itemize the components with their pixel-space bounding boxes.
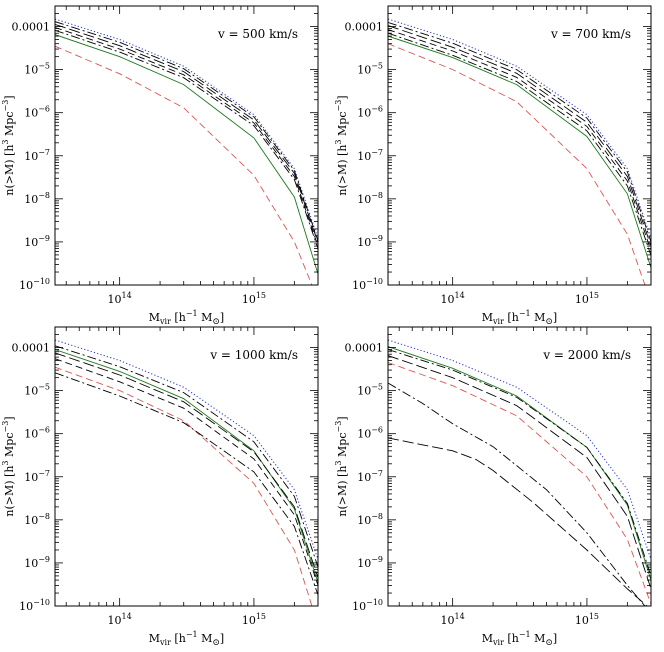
y-tick-label: 0.0001 <box>345 342 384 355</box>
panel-annotation: v = 1000 km/s <box>209 348 298 362</box>
x-tick-label: 1015 <box>242 291 266 306</box>
panel-3-series-3-line <box>55 349 318 583</box>
panel-2-series-5-line <box>388 32 651 256</box>
panel-2-series-4-line <box>388 29 651 251</box>
y-tick-label: 10−10 <box>352 277 383 292</box>
panel-annotation: v = 500 km/s <box>217 27 298 41</box>
x-tick-label: 1015 <box>575 612 599 627</box>
panel-2-series-7-line <box>388 43 646 285</box>
y-axis-label: n(>M) [h3 Mpc−3] <box>1 416 16 516</box>
panel-2-frame <box>387 5 652 286</box>
y-tick-label: 10−8 <box>24 191 50 206</box>
y-tick-label: 0.0001 <box>345 21 384 34</box>
y-tick-label: 10−5 <box>357 62 383 77</box>
y-tick-label: 10−5 <box>24 383 50 398</box>
panel-3-series-1-line <box>55 339 318 560</box>
x-tick-label: 1014 <box>108 612 132 627</box>
panel-4-series-4-line <box>388 355 651 590</box>
panel-2: 1014 1015 0.0001 10−5 10−6 10−7 10−8 10−9 10−10 M… <box>334 5 652 327</box>
y-tick-label: 10−6 <box>357 426 383 441</box>
y-axis-label: n(>M) [h3 Mpc−3] <box>334 95 349 195</box>
panel-4: 1014 1015 0.0001 10−5 10−6 10−7 10−8 10−9 10−10 M… <box>334 326 652 648</box>
y-tick-label: 10−9 <box>24 234 50 249</box>
x-tick-label: 1014 <box>108 291 132 306</box>
x-axis-label: Mvir [h−1 M⊙] <box>149 630 224 648</box>
y-tick-label: 10−7 <box>24 469 50 484</box>
panel-3-series-2-line <box>55 345 318 568</box>
y-axis-label: n(>M) [h3 Mpc−3] <box>334 416 349 516</box>
panel-1-series-5-line <box>55 29 318 249</box>
panel-3-series-7-line <box>55 372 318 596</box>
panel-2-series-1-line <box>388 18 651 239</box>
panel-4-series-6-line <box>388 382 646 606</box>
panel-2-series-6-line <box>388 35 651 269</box>
panel-1-frame <box>54 5 319 286</box>
y-tick-label: 10−6 <box>24 105 50 120</box>
y-tick-label: 10−10 <box>19 277 50 292</box>
panel-3-series-5-line <box>55 358 318 586</box>
y-tick-label: 10−9 <box>357 234 383 249</box>
y-tick-label: 0.0001 <box>12 21 51 34</box>
x-tick-label: 1014 <box>441 612 465 627</box>
x-axis-label: Mvir [h−1 M⊙] <box>482 630 557 648</box>
panel-3-frame <box>54 326 319 607</box>
y-tick-label: 10−5 <box>357 383 383 398</box>
panel-1-series-2-line <box>55 21 318 242</box>
y-tick-label: 10−7 <box>24 148 50 163</box>
y-tick-label: 10−6 <box>24 426 50 441</box>
x-tick-label: 1015 <box>242 612 266 627</box>
y-tick-label: 10−6 <box>357 105 383 120</box>
y-tick-label: 10−5 <box>24 62 50 77</box>
panel-3-series-4-line <box>55 352 318 579</box>
y-tick-label: 10−9 <box>357 555 383 570</box>
panel-1-series-6-line <box>55 34 318 275</box>
x-tick-label: 1014 <box>441 291 465 306</box>
y-tick-label: 10−7 <box>357 469 383 484</box>
panel-1-series-7-line <box>55 45 313 285</box>
y-tick-label: 10−10 <box>352 598 383 613</box>
panel-annotation: v = 2000 km/s <box>542 348 631 362</box>
panel-2-series-3-line <box>388 25 651 247</box>
y-tick-label: 10−8 <box>357 512 383 527</box>
panel-4-series-2-line <box>388 346 651 581</box>
y-tick-label: 10−10 <box>19 598 50 613</box>
panel-4-series-5-line <box>388 362 651 605</box>
y-tick-label: 10−8 <box>357 191 383 206</box>
y-tick-label: 10−8 <box>24 512 50 527</box>
y-tick-label: 10−7 <box>357 148 383 163</box>
panel-3-series-6-line <box>55 366 313 606</box>
y-tick-label: 0.0001 <box>12 342 51 355</box>
y-axis-label: n(>M) [h3 Mpc−3] <box>1 95 16 195</box>
panel-4-series-1-line <box>388 339 651 560</box>
x-axis-label: Mvir [h−1 M⊙] <box>149 309 224 327</box>
panel-1-series-4-line <box>55 27 318 247</box>
panel-4-series-7-line <box>388 437 648 606</box>
panel-1: 1014 1015 0.0001 10−5 10−6 10−7 10−8 10−9 10−10 M… <box>1 5 319 327</box>
panel-1-series-1-line <box>55 18 318 239</box>
panel-annotation: v = 700 km/s <box>550 27 631 41</box>
panel-4-series-3-line <box>388 349 651 577</box>
x-axis-label: Mvir [h−1 M⊙] <box>482 309 557 327</box>
panel-3: 1014 1015 0.0001 10−5 10−6 10−7 10−8 10−9 10−10 M… <box>1 326 319 648</box>
panel-2-series-2-line <box>388 21 651 243</box>
y-tick-label: 10−9 <box>24 555 50 570</box>
x-tick-label: 1015 <box>575 291 599 306</box>
panel-1-series-3-line <box>55 23 318 244</box>
panel-4-frame <box>387 326 652 607</box>
